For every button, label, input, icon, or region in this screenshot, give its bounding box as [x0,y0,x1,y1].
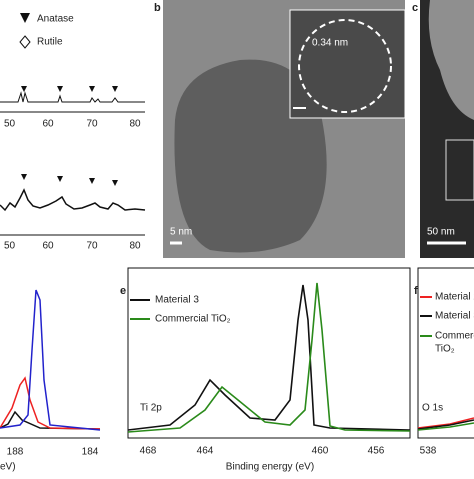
panel-label: e [120,285,126,297]
tick-label: 50 [4,241,16,252]
zoom-box [445,139,474,201]
rutile-marker [19,35,31,49]
tick-label: 464 [197,446,214,457]
tick-label: 70 [86,241,98,252]
inset-text: 0.34 nm [312,38,348,49]
peak-markers [21,174,118,186]
anatase-marker [20,13,30,23]
tick-label: 188 [7,447,24,458]
tick-label: 50 [4,119,16,130]
legend-text: Anatase [37,14,74,25]
xrd-curve [0,188,146,212]
xrd-curve [0,91,145,103]
axis-label: eV) [0,462,16,473]
tick-label: 468 [140,446,157,457]
legend-text: Material 2 [435,292,474,303]
tick-label: 80 [129,241,141,252]
spectrum [0,376,101,430]
tick-label: 538 [420,446,437,457]
axis-label: Binding energy (eV) [226,462,314,473]
panel-label: c [412,2,418,14]
particle [174,59,327,253]
spectrum [127,282,411,433]
legend-text: Material 3 [155,295,199,306]
tick-label: 60 [42,119,54,130]
annotation: Ti 2p [140,403,162,414]
scale-text: 5 nm [170,227,192,238]
panel-label: f [414,285,418,297]
tick-label: 456 [368,446,385,457]
peak-markers [21,86,118,92]
plot-frame [127,267,411,439]
spectrum [127,284,411,431]
spectrum [417,419,474,430]
tick-label: 70 [86,119,98,130]
legend-text: Material 3 [435,311,474,322]
spectrum [417,422,474,431]
annotation: O 1s [422,403,443,414]
spectrum [0,289,101,431]
tick-label: 80 [129,119,141,130]
scale-text: 50 nm [427,227,455,238]
legend-text: Rutile [37,37,63,48]
legend-text: Commercial [435,331,474,342]
inset-circle [298,19,392,113]
particle [428,0,474,120]
panel-label: b [154,2,161,14]
legend-text: TiO₂ [435,344,455,355]
legend-text: Commercial TiO₂ [155,314,231,325]
tick-label: 460 [312,446,329,457]
plot-frame [417,267,474,439]
tick-label: 60 [42,241,54,252]
inset [289,9,406,119]
tick-label: 184 [82,447,99,458]
spectrum [417,417,474,429]
